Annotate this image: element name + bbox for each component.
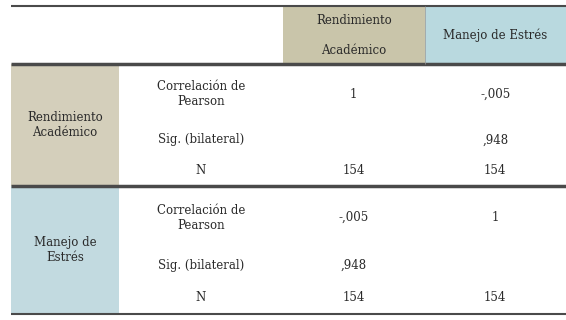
Text: -,005: -,005	[480, 88, 511, 101]
Text: Sig. (bilateral): Sig. (bilateral)	[158, 259, 244, 272]
Text: Correlación de
Pearson: Correlación de Pearson	[157, 80, 245, 108]
Text: Rendimiento
Académico: Rendimiento Académico	[27, 111, 103, 139]
Text: N: N	[196, 291, 206, 304]
Text: 154: 154	[342, 164, 365, 177]
Text: N: N	[196, 164, 206, 177]
Text: 154: 154	[484, 164, 507, 177]
Text: 154: 154	[484, 291, 507, 304]
Text: Manejo de
Estrés: Manejo de Estrés	[34, 236, 96, 264]
Text: -,005: -,005	[338, 211, 369, 224]
Bar	[283, 6, 424, 64]
Text: Correlación de
Pearson: Correlación de Pearson	[157, 204, 245, 232]
Text: ,948: ,948	[482, 133, 508, 147]
Text: 1: 1	[491, 211, 499, 224]
Bar	[11, 186, 119, 314]
Text: 1: 1	[350, 88, 358, 101]
Bar	[11, 64, 119, 186]
Text: ,948: ,948	[341, 259, 367, 272]
Bar	[424, 6, 566, 64]
Text: Rendimiento

Académico: Rendimiento Académico	[316, 14, 392, 57]
Text: 154: 154	[342, 291, 365, 304]
Text: Sig. (bilateral): Sig. (bilateral)	[158, 133, 244, 147]
Text: Manejo de Estrés: Manejo de Estrés	[443, 28, 547, 42]
